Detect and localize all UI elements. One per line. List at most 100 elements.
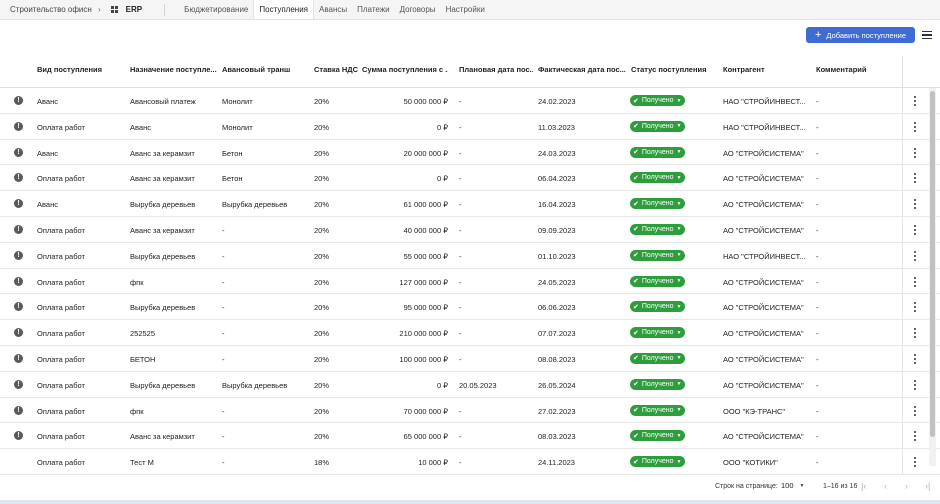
column-header[interactable]: Ставка НДС <box>314 65 358 74</box>
cell-amount: 127 000 000 ₽ <box>399 277 448 287</box>
more-vert-icon[interactable] <box>913 250 917 261</box>
cell-actual: 24.03.2023 <box>538 148 576 158</box>
more-vert-icon[interactable] <box>913 147 917 158</box>
column-header[interactable]: Сумма поступления с ... <box>362 65 448 74</box>
table-row[interactable]: ! Оплата работ Аванс за керамзит - 20% 65 000… <box>0 423 940 450</box>
cell-counterparty: АО "СТРОЙСИСТЕМА" <box>723 225 804 235</box>
table-row[interactable]: ! Аванс Вырубка деревьев Вырубка деревьев 20… <box>0 191 940 217</box>
pagination-bar: Строк на странице: 100 ▼ 1–16 из 16 |‹ ‹… <box>0 473 940 504</box>
more-vert-icon[interactable] <box>913 302 917 313</box>
first-page-icon[interactable]: |‹ <box>861 481 867 491</box>
more-vert-icon[interactable] <box>913 96 917 106</box>
status-badge[interactable]: ✔ Получено ▼ <box>630 120 686 132</box>
cell-actual: 24.02.2023 <box>538 97 576 106</box>
status-badge[interactable]: ✔ Получено ▼ <box>630 378 686 390</box>
status-badge[interactable]: ✔ Получено ▼ <box>630 172 686 184</box>
scrollbar-thumb[interactable] <box>930 91 935 437</box>
status-badge[interactable]: ✔ Получено ▼ <box>630 301 686 313</box>
cell-purpose: Тест М <box>130 458 154 468</box>
divider <box>902 139 903 165</box>
column-header[interactable]: Фактическая дата пос... <box>538 65 626 74</box>
module-selector[interactable]: ERP <box>110 5 142 14</box>
last-page-icon[interactable]: ›| <box>925 481 931 491</box>
more-vert-icon[interactable] <box>913 405 917 416</box>
column-header[interactable]: Авансовый транш <box>222 65 291 74</box>
column-header[interactable]: Вид поступления <box>37 65 102 74</box>
add-income-button[interactable]: + Добавить поступление <box>806 27 915 43</box>
more-vert-icon[interactable] <box>913 328 917 339</box>
column-header[interactable]: Статус поступления <box>631 65 707 74</box>
status-badge[interactable]: ✔ Получено ▼ <box>630 456 686 468</box>
status-badge[interactable]: ✔ Получено ▼ <box>630 249 686 261</box>
status-badge[interactable]: ✔ Получено ▼ <box>630 198 686 210</box>
cell-vat: 20% <box>314 329 330 339</box>
table-row[interactable]: Оплата работ Тест М - 18% 10 000 ₽ - 24.11.202… <box>0 449 940 475</box>
more-vert-icon[interactable] <box>913 224 917 235</box>
table-row[interactable]: ! Оплата работ фпк - 20% 70 000 000 ₽ - 27.02.2… <box>0 397 940 424</box>
table-row[interactable]: ! Оплата работ 252525 - 20% 210 000 000 ₽ - 07.… <box>0 320 940 346</box>
check-icon: ✔ <box>633 407 639 415</box>
table-row[interactable]: ! Аванс Авансовый платеж Монолит 20% 50 000 0… <box>0 88 940 114</box>
status-badge[interactable]: ✔ Получено ▼ <box>630 95 686 106</box>
divider <box>902 397 903 423</box>
table-row[interactable]: ! Оплата работ Аванс Монолит 20% 0 ₽ - 11.03.20… <box>0 113 940 140</box>
status-label: Получено <box>641 277 674 285</box>
table-row[interactable]: ! Оплата работ фпк - 20% 127 000 000 ₽ - 24.05.… <box>0 268 940 295</box>
warning-icon: ! <box>14 328 23 338</box>
more-vert-icon[interactable] <box>913 199 917 210</box>
table-row[interactable]: ! Оплата работ Вырубка деревьев Вырубка дер… <box>0 371 940 398</box>
divider <box>902 268 903 294</box>
cell-tranche: - <box>222 225 225 235</box>
divider <box>902 88 903 113</box>
more-vert-icon[interactable] <box>913 173 917 184</box>
next-page-icon[interactable]: › <box>905 481 908 491</box>
table-row[interactable]: ! Оплата работ Вырубка деревьев - 20% 55 000 … <box>0 242 940 269</box>
cell-counterparty: АО "СТРОЙСИСТЕМА" <box>723 277 804 287</box>
status-badge[interactable]: ✔ Получено ▼ <box>630 146 686 158</box>
tab-3[interactable]: Платежи <box>357 5 390 14</box>
column-header[interactable]: Плановая дата пос... <box>459 65 533 74</box>
cell-tranche: Вырубка деревьев <box>222 200 288 210</box>
project-selector[interactable]: Строительство офисно... › ERP <box>0 0 142 19</box>
cell-comment: - <box>816 354 819 364</box>
status-label: Получено <box>641 354 674 362</box>
column-header[interactable]: Комментарий <box>816 65 867 74</box>
more-vert-icon[interactable] <box>913 121 917 132</box>
hamburger-menu-icon[interactable] <box>922 31 932 39</box>
table-row[interactable]: ! Оплата работ Аванс за керамзит - 20% 40 000… <box>0 216 940 243</box>
table-row[interactable]: ! Аванс Аванс за керамзит Бетон 20% 20 000 00… <box>0 139 940 166</box>
chevron-down-icon: ▼ <box>676 200 682 207</box>
cell-type: Оплата работ <box>37 329 85 339</box>
more-vert-icon[interactable] <box>913 431 917 442</box>
status-badge[interactable]: ✔ Получено ▼ <box>630 430 686 442</box>
chevron-down-icon: ▼ <box>676 174 682 181</box>
cell-purpose: Аванс за керамзит <box>130 148 195 158</box>
project-name[interactable]: Строительство офисно... <box>10 5 92 14</box>
more-vert-icon[interactable] <box>913 276 917 287</box>
tab-5[interactable]: Настройки <box>445 5 485 14</box>
table-row[interactable]: ! Оплата работ Вырубка деревьев - 20% 95 000 … <box>0 294 940 321</box>
more-vert-icon[interactable] <box>913 379 917 390</box>
prev-page-icon[interactable]: ‹ <box>884 481 887 491</box>
status-badge[interactable]: ✔ Получено ▼ <box>630 327 686 339</box>
cell-tranche: - <box>222 277 225 287</box>
tab-4[interactable]: Договоры <box>399 5 436 14</box>
status-badge[interactable]: ✔ Получено ▼ <box>630 275 686 287</box>
table-row[interactable]: ! Оплата работ БЕТОН - 20% 100 000 000 ₽ - 08.0… <box>0 345 940 372</box>
cell-comment: - <box>816 148 819 158</box>
column-header[interactable]: Назначение поступле... <box>130 65 217 74</box>
vertical-scrollbar[interactable] <box>929 88 936 466</box>
table-row[interactable]: ! Оплата работ Аванс за керамзит Бетон 20% 0 … <box>0 165 940 192</box>
rows-per-page-select[interactable]: 100 ▼ <box>781 481 804 490</box>
more-vert-icon[interactable] <box>913 353 917 364</box>
more-vert-icon[interactable] <box>913 457 917 468</box>
tab-1[interactable]: Поступления <box>253 0 315 19</box>
status-badge[interactable]: ✔ Получено ▼ <box>630 223 686 235</box>
tab-0[interactable]: Бюджетирование <box>184 5 249 14</box>
column-header[interactable]: Контрагент <box>723 65 765 74</box>
status-badge[interactable]: ✔ Получено ▼ <box>630 404 686 416</box>
tab-2[interactable]: Авансы <box>319 5 348 14</box>
cell-purpose: Вырубка деревьев <box>130 303 196 313</box>
status-badge[interactable]: ✔ Получено ▼ <box>630 352 686 364</box>
cell-tranche: Монолит <box>222 122 253 132</box>
